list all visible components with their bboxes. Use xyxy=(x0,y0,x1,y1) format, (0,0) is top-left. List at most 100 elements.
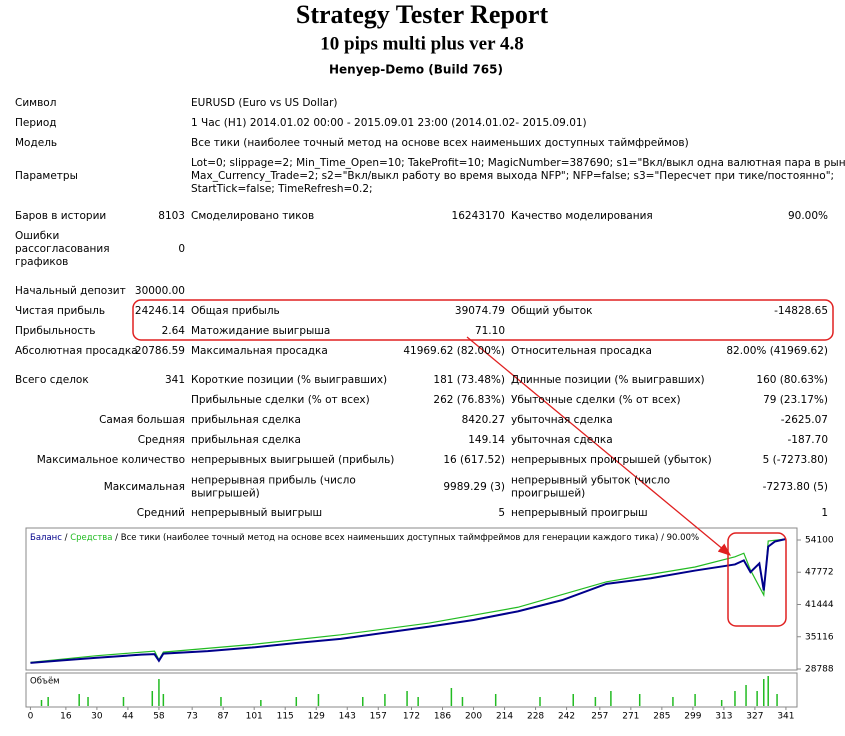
cell-text: Начальный депозит xyxy=(15,285,126,297)
cell-text: 262 (76.83%) xyxy=(433,394,505,406)
cell-text: Ошибки xyxy=(15,230,59,242)
volume-bar xyxy=(672,697,674,706)
cell-text: прибыльная сделка xyxy=(191,414,301,426)
server: Henyep-Demo (Build 765) xyxy=(329,63,503,77)
cell-text: убыточная сделка xyxy=(511,434,613,446)
legend-item: / Все тики (наиболее точный метод на осн… xyxy=(112,533,699,543)
cell-text: Самая большая xyxy=(99,414,185,426)
volume-bar xyxy=(78,694,80,706)
cell-text: 8103 xyxy=(158,210,185,222)
cell-text: -7273.80 (5) xyxy=(763,481,828,493)
volume-bar xyxy=(461,697,464,706)
volume-bar xyxy=(572,694,574,706)
cell-text: 71.10 xyxy=(475,325,505,337)
cell-text: 149.14 xyxy=(468,434,505,446)
x-tick-label: 87 xyxy=(217,712,228,722)
volume-bar xyxy=(767,676,769,706)
x-tick-label: 44 xyxy=(122,712,134,722)
y-tick-label: 47772 xyxy=(805,568,834,578)
cell-text: рассогласования xyxy=(15,243,110,255)
cell-text: 160 (80.63%) xyxy=(756,374,828,386)
cell-text: 8420.27 xyxy=(462,414,505,426)
legend-item: Баланс xyxy=(30,533,62,543)
cell-text: непрерывный убыток (число xyxy=(511,475,670,487)
y-tick-label: 35116 xyxy=(805,632,834,642)
cell-text: 341 xyxy=(165,374,185,386)
cell-text: Все тики (наиболее точный метод на основ… xyxy=(191,137,689,149)
cell-text: Относительная просадка xyxy=(511,345,652,357)
cell-text: непрерывная прибыль (число xyxy=(191,475,356,487)
subtitle: 10 pips multi plus ver 4.8 xyxy=(320,33,523,54)
cell-text: Баров в истории xyxy=(15,210,106,222)
cell-text: Матожидание выигрыша xyxy=(191,325,330,337)
series-line xyxy=(30,538,787,664)
y-tick-label: 54100 xyxy=(805,535,834,545)
volume-bar xyxy=(417,697,419,706)
cell-text: 0 xyxy=(178,243,185,255)
cell-text: Lot=0; slippage=2; Min_Time_Open=10; Tak… xyxy=(191,157,845,169)
x-tick-label: 341 xyxy=(777,712,794,722)
cell-text: Максимальная xyxy=(104,481,185,493)
cell-text: графиков xyxy=(15,256,68,268)
cell-text: Средний xyxy=(137,507,185,519)
cell-text: 90.00% xyxy=(788,210,828,222)
cell-text: 24246.14 xyxy=(135,305,185,317)
volume-bar xyxy=(734,691,736,706)
x-tick-label: 186 xyxy=(434,712,451,722)
x-tick-label: 157 xyxy=(370,712,387,722)
cell-text: Короткие позиции (% выигравших) xyxy=(191,374,387,386)
cell-text: Общий убыток xyxy=(511,305,592,317)
x-tick-label: 58 xyxy=(153,712,165,722)
cell-text: 20786.59 xyxy=(135,345,185,357)
volume-bar xyxy=(720,700,723,706)
cell-text: 5 xyxy=(498,507,505,519)
volume-bar xyxy=(158,679,160,706)
volume-bar xyxy=(450,688,453,706)
cell-text: EURUSD (Euro vs US Dollar) xyxy=(191,97,338,109)
cell-text: выигрышей) xyxy=(191,488,260,500)
x-tick-label: 115 xyxy=(277,712,294,722)
volume-bar xyxy=(638,694,641,706)
volume-bar xyxy=(220,697,222,706)
x-tick-label: 30 xyxy=(91,712,103,722)
cell-text: Модель xyxy=(15,137,57,149)
x-tick-label: 16 xyxy=(60,712,72,722)
cell-text: Смоделировано тиков xyxy=(191,210,314,222)
volume-bar xyxy=(47,697,49,706)
cell-text: 39074.79 xyxy=(455,305,505,317)
cell-text: Общая прибыль xyxy=(191,305,280,317)
cell-text: Абсолютная просадка xyxy=(15,345,138,357)
cell-text: Максимальная просадка xyxy=(191,345,328,357)
volume-bar xyxy=(122,697,125,706)
volume-bar xyxy=(763,679,765,706)
cell-text: 2.64 xyxy=(162,325,186,337)
legend: Баланс / Средства / Все тики (наиболее т… xyxy=(30,533,699,543)
cell-text: Максимальное количество xyxy=(37,454,185,466)
cell-text: 82.00% (41969.62) xyxy=(726,345,828,357)
cell-text: StartTick=false; TimeRefresh=0.2; xyxy=(191,183,373,195)
cell-text: 16 (617.52) xyxy=(443,454,505,466)
x-tick-label: 299 xyxy=(684,712,701,722)
volume-bar xyxy=(745,685,747,706)
cell-text: -2625.07 xyxy=(781,414,828,426)
cell-text: Качество моделирования xyxy=(511,210,653,222)
cell-text: 1 Час (H1) 2014.01.02 00:00 - 2015.09.01… xyxy=(191,117,587,129)
volume-bar xyxy=(151,691,154,706)
title: Strategy Tester Report xyxy=(296,0,549,29)
legend-item: Средства xyxy=(70,533,112,543)
highlight xyxy=(727,532,787,627)
cell-text: 30000.00 xyxy=(135,285,185,297)
volume-bar xyxy=(317,694,320,706)
x-tick-label: 101 xyxy=(246,712,263,722)
legend-item: / xyxy=(62,533,70,543)
volume-bar xyxy=(295,697,298,706)
cell-text: непрерывный выигрыш xyxy=(191,507,322,519)
cell-text: прибыльная сделка xyxy=(191,434,301,446)
cell-text: 79 (23.17%) xyxy=(763,394,828,406)
cell-text: убыточная сделка xyxy=(511,414,613,426)
volume-bar xyxy=(87,697,89,706)
y-tick-label: 28788 xyxy=(805,665,834,675)
volume-bar xyxy=(694,694,696,706)
volume-frame xyxy=(25,672,798,708)
volume-bar xyxy=(776,694,778,706)
